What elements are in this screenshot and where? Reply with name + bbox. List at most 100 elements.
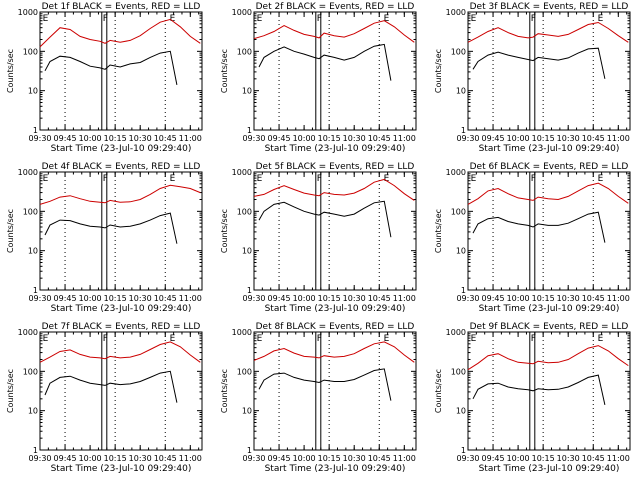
y-axis-label: Counts/sec bbox=[220, 369, 229, 413]
events-series-line bbox=[472, 211, 606, 243]
interval-flag-label: F bbox=[531, 174, 536, 184]
lld-series-line bbox=[253, 341, 415, 363]
x-tick-label: 10:30 bbox=[557, 134, 580, 143]
plot-frame bbox=[467, 171, 631, 291]
lld-series-line bbox=[253, 20, 415, 43]
x-axis-label: Start Time (23-Jul-10 09:29:40) bbox=[51, 144, 192, 154]
interval-flag-label: E bbox=[43, 334, 49, 344]
x-axis-label: Start Time (23-Jul-10 09:29:40) bbox=[265, 144, 406, 154]
plot-frame bbox=[467, 11, 631, 131]
interval-flag-label: F bbox=[317, 14, 322, 24]
y-tick-label: 1000 bbox=[232, 168, 252, 177]
lld-series-line bbox=[39, 184, 201, 205]
x-tick-label: 10:30 bbox=[343, 294, 366, 303]
x-tick-label: 09:30 bbox=[242, 134, 265, 143]
y-tick-label: 100 bbox=[237, 207, 252, 216]
y-tick-label: 1 bbox=[247, 126, 252, 135]
x-tick-label: 09:45 bbox=[268, 134, 291, 143]
interval-flag-label: E bbox=[170, 174, 176, 184]
x-tick-label: 10:15 bbox=[532, 134, 555, 143]
x-tick-label: 09:30 bbox=[28, 454, 51, 463]
interval-flag-label: E bbox=[384, 174, 390, 184]
y-tick-label: 10 bbox=[456, 247, 466, 256]
interval-flag-label: E bbox=[384, 14, 390, 24]
x-tick-label: 11:00 bbox=[179, 134, 202, 143]
x-tick-label: 10:30 bbox=[129, 294, 152, 303]
y-tick-label: 100 bbox=[23, 47, 38, 56]
events-series-line bbox=[472, 47, 606, 79]
detector-panel-4: Det 4f BLACK = Events, RED = LLD E F E 1 10 10… bbox=[6, 162, 203, 314]
y-tick-label: 10 bbox=[28, 87, 38, 96]
interval-flag-label: E bbox=[471, 174, 477, 184]
x-tick-label: 10:15 bbox=[104, 134, 127, 143]
x-tick-label: 10:00 bbox=[507, 134, 530, 143]
y-tick-label: 1 bbox=[461, 446, 466, 455]
x-tick-label: 10:15 bbox=[104, 294, 127, 303]
x-tick-label: 10:30 bbox=[343, 454, 366, 463]
x-tick-label: 10:00 bbox=[293, 454, 316, 463]
interval-flag-label: E bbox=[471, 334, 477, 344]
x-tick-label: 10:00 bbox=[507, 454, 530, 463]
x-tick-label: 10:15 bbox=[318, 134, 341, 143]
interval-flag-label: F bbox=[531, 334, 536, 344]
x-tick-label: 10:45 bbox=[154, 294, 177, 303]
panel-title: Det 9f BLACK = Events, RED = LLD bbox=[470, 322, 629, 332]
y-tick-label: 10 bbox=[242, 247, 252, 256]
x-tick-label: 10:30 bbox=[557, 294, 580, 303]
y-tick-label: 100 bbox=[451, 207, 466, 216]
x-tick-label: 10:45 bbox=[368, 454, 391, 463]
y-tick-label: 100 bbox=[237, 47, 252, 56]
panel-title: Det 8f BLACK = Events, RED = LLD bbox=[256, 322, 415, 332]
lld-series-line bbox=[467, 182, 629, 205]
plot-frame bbox=[467, 331, 631, 451]
y-tick-label: 1000 bbox=[18, 328, 38, 337]
plot-frame bbox=[253, 171, 417, 291]
panel-title: Det 4f BLACK = Events, RED = LLD bbox=[42, 162, 201, 172]
x-axis-label: Start Time (23-Jul-10 09:29:40) bbox=[479, 464, 620, 474]
x-tick-label: 09:45 bbox=[54, 294, 77, 303]
x-tick-label: 09:45 bbox=[482, 134, 505, 143]
x-tick-label: 11:00 bbox=[607, 294, 630, 303]
x-tick-label: 09:45 bbox=[482, 294, 505, 303]
y-axis-label: Counts/sec bbox=[220, 49, 229, 93]
lld-series-line bbox=[39, 341, 201, 363]
x-tick-label: 10:00 bbox=[293, 294, 316, 303]
x-axis-label: Start Time (23-Jul-10 09:29:40) bbox=[265, 464, 406, 474]
y-tick-label: 1 bbox=[461, 286, 466, 295]
panel-title: Det 2f BLACK = Events, RED = LLD bbox=[256, 2, 415, 12]
interval-flag-label: E bbox=[598, 334, 604, 344]
plot-frame bbox=[39, 11, 203, 131]
x-axis-label: Start Time (23-Jul-10 09:29:40) bbox=[479, 304, 620, 314]
x-tick-label: 10:45 bbox=[582, 294, 605, 303]
lld-series-line bbox=[467, 21, 629, 43]
y-axis-label: Counts/sec bbox=[434, 49, 443, 93]
x-tick-label: 09:45 bbox=[268, 294, 291, 303]
x-tick-label: 09:30 bbox=[242, 454, 265, 463]
detector-panel-3: Det 3f BLACK = Events, RED = LLD E F E 1 10 10… bbox=[434, 2, 631, 154]
x-tick-label: 10:15 bbox=[318, 454, 341, 463]
panel-title: Det 3f BLACK = Events, RED = LLD bbox=[470, 2, 629, 12]
x-tick-label: 10:45 bbox=[582, 454, 605, 463]
x-tick-label: 10:00 bbox=[507, 294, 530, 303]
x-tick-label: 09:30 bbox=[456, 134, 479, 143]
y-tick-label: 1000 bbox=[446, 168, 466, 177]
x-tick-label: 10:15 bbox=[318, 294, 341, 303]
x-tick-label: 10:15 bbox=[532, 454, 555, 463]
x-tick-label: 10:30 bbox=[129, 454, 152, 463]
y-tick-label: 1000 bbox=[18, 168, 38, 177]
interval-flag-label: E bbox=[170, 14, 176, 24]
events-series-line bbox=[472, 374, 606, 406]
y-tick-label: 1 bbox=[33, 446, 38, 455]
y-tick-label: 1000 bbox=[446, 8, 466, 17]
interval-flag-label: E bbox=[471, 14, 477, 24]
lld-series-line bbox=[253, 178, 415, 201]
x-tick-label: 10:00 bbox=[79, 454, 102, 463]
x-tick-label: 11:00 bbox=[179, 294, 202, 303]
detector-panel-1: Det 1f BLACK = Events, RED = LLD E F E 1 10 10… bbox=[6, 2, 203, 154]
y-tick-label: 100 bbox=[237, 367, 252, 376]
x-axis-label: Start Time (23-Jul-10 09:29:40) bbox=[51, 464, 192, 474]
interval-flag-label: E bbox=[43, 174, 49, 184]
interval-flag-label: F bbox=[103, 14, 108, 24]
x-tick-label: 11:00 bbox=[607, 134, 630, 143]
detector-panel-8: Det 8f BLACK = Events, RED = LLD E F E 1 10 10… bbox=[220, 322, 417, 474]
